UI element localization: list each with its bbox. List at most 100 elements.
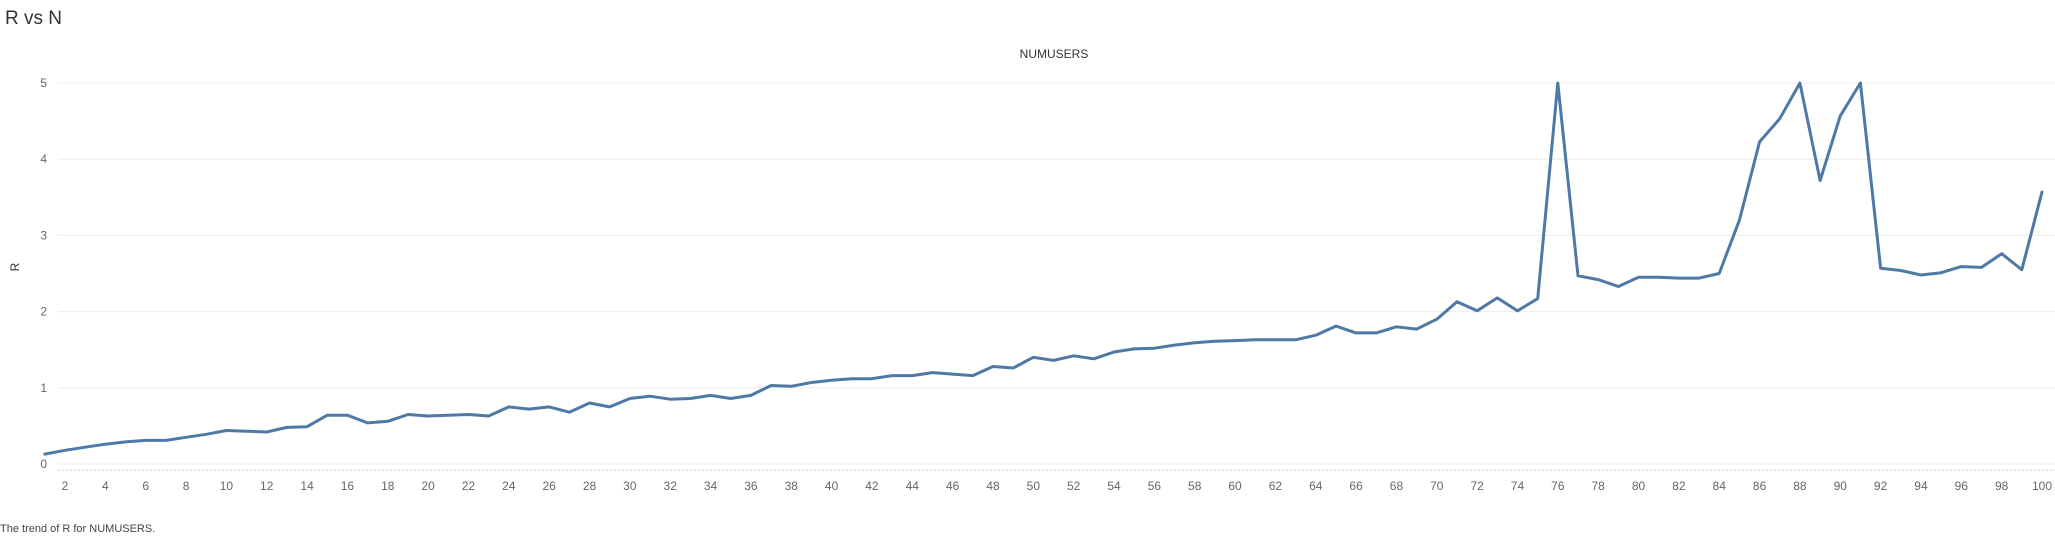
data-point[interactable]	[464, 410, 472, 418]
data-point[interactable]	[303, 423, 311, 431]
data-point[interactable]	[767, 382, 775, 390]
data-point[interactable]	[1372, 329, 1380, 337]
data-point[interactable]	[263, 428, 271, 436]
data-point[interactable]	[222, 426, 230, 434]
data-point[interactable]	[1756, 138, 1764, 146]
data-point[interactable]	[142, 436, 150, 444]
data-point[interactable]	[1090, 355, 1098, 363]
data-point[interactable]	[586, 399, 594, 407]
data-point[interactable]	[1655, 273, 1663, 281]
data-point[interactable]	[606, 403, 614, 411]
data-point[interactable]	[1776, 115, 1784, 123]
data-point[interactable]	[1897, 266, 1905, 274]
data-point[interactable]	[1695, 274, 1703, 282]
data-point[interactable]	[787, 382, 795, 390]
data-point[interactable]	[1796, 79, 1804, 87]
data-point[interactable]	[1614, 282, 1622, 290]
data-point[interactable]	[1231, 337, 1239, 345]
data-point[interactable]	[1635, 273, 1643, 281]
data-point[interactable]	[928, 369, 936, 377]
data-point[interactable]	[1877, 264, 1885, 272]
data-point[interactable]	[243, 427, 251, 435]
data-point[interactable]	[1534, 295, 1542, 303]
data-point[interactable]	[1292, 336, 1300, 344]
data-point[interactable]	[1150, 344, 1158, 352]
data-point[interactable]	[444, 411, 452, 419]
data-point[interactable]	[1493, 294, 1501, 302]
data-point[interactable]	[1473, 307, 1481, 315]
data-point[interactable]	[1050, 356, 1058, 364]
data-point[interactable]	[1413, 325, 1421, 333]
data-point[interactable]	[666, 395, 674, 403]
data-point[interactable]	[747, 391, 755, 399]
data-point[interactable]	[969, 372, 977, 380]
data-point[interactable]	[2018, 266, 2026, 274]
data-point[interactable]	[525, 405, 533, 413]
data-point[interactable]	[545, 403, 553, 411]
data-point[interactable]	[888, 372, 896, 380]
data-point[interactable]	[1856, 79, 1864, 87]
data-point[interactable]	[989, 362, 997, 370]
data-point[interactable]	[202, 430, 210, 438]
data-point[interactable]	[323, 411, 331, 419]
data-point[interactable]	[908, 372, 916, 380]
data-point[interactable]	[162, 436, 170, 444]
data-point[interactable]	[1029, 353, 1037, 361]
data-point[interactable]	[485, 412, 493, 420]
data-point[interactable]	[283, 423, 291, 431]
data-point[interactable]	[565, 408, 573, 416]
data-point[interactable]	[1070, 352, 1078, 360]
data-point[interactable]	[364, 419, 372, 427]
data-point[interactable]	[343, 411, 351, 419]
data-point[interactable]	[41, 450, 49, 458]
data-point[interactable]	[1816, 177, 1824, 185]
data-point[interactable]	[1352, 329, 1360, 337]
data-point[interactable]	[646, 392, 654, 400]
data-point[interactable]	[949, 370, 957, 378]
series-line[interactable]	[43, 81, 2044, 456]
data-point[interactable]	[2038, 188, 2046, 196]
data-point[interactable]	[384, 417, 392, 425]
data-point[interactable]	[1836, 112, 1844, 120]
data-point[interactable]	[424, 412, 432, 420]
data-point[interactable]	[626, 394, 634, 402]
data-point[interactable]	[122, 438, 130, 446]
data-point[interactable]	[1957, 263, 1965, 271]
data-point[interactable]	[807, 378, 815, 386]
data-point[interactable]	[1211, 337, 1219, 345]
data-point[interactable]	[1735, 216, 1743, 224]
data-point[interactable]	[1675, 274, 1683, 282]
data-point[interactable]	[1998, 250, 2006, 258]
data-point[interactable]	[1554, 79, 1562, 87]
data-point[interactable]	[1271, 336, 1279, 344]
data-point[interactable]	[404, 410, 412, 418]
data-point[interactable]	[727, 394, 735, 402]
data-point[interactable]	[1251, 336, 1259, 344]
data-point[interactable]	[1715, 270, 1723, 278]
data-point[interactable]	[1433, 315, 1441, 323]
data-point[interactable]	[868, 375, 876, 383]
data-point[interactable]	[61, 446, 69, 454]
data-point[interactable]	[1977, 263, 1985, 271]
data-point[interactable]	[505, 403, 513, 411]
data-point[interactable]	[848, 375, 856, 383]
data-point[interactable]	[1110, 348, 1118, 356]
data-point[interactable]	[1191, 339, 1199, 347]
data-point[interactable]	[1453, 298, 1461, 306]
data-point[interactable]	[1171, 341, 1179, 349]
data-point[interactable]	[182, 433, 190, 441]
data-point[interactable]	[101, 440, 109, 448]
data-point[interactable]	[81, 443, 89, 451]
data-point[interactable]	[1392, 323, 1400, 331]
data-point[interactable]	[1937, 269, 1945, 277]
data-point[interactable]	[828, 376, 836, 384]
data-point[interactable]	[686, 394, 694, 402]
data-point[interactable]	[1513, 307, 1521, 315]
data-point[interactable]	[1917, 271, 1925, 279]
data-point[interactable]	[1574, 272, 1582, 280]
data-point[interactable]	[1312, 331, 1320, 339]
data-point[interactable]	[1332, 322, 1340, 330]
data-point[interactable]	[1130, 345, 1138, 353]
data-point[interactable]	[1594, 276, 1602, 284]
data-point[interactable]	[1009, 364, 1017, 372]
